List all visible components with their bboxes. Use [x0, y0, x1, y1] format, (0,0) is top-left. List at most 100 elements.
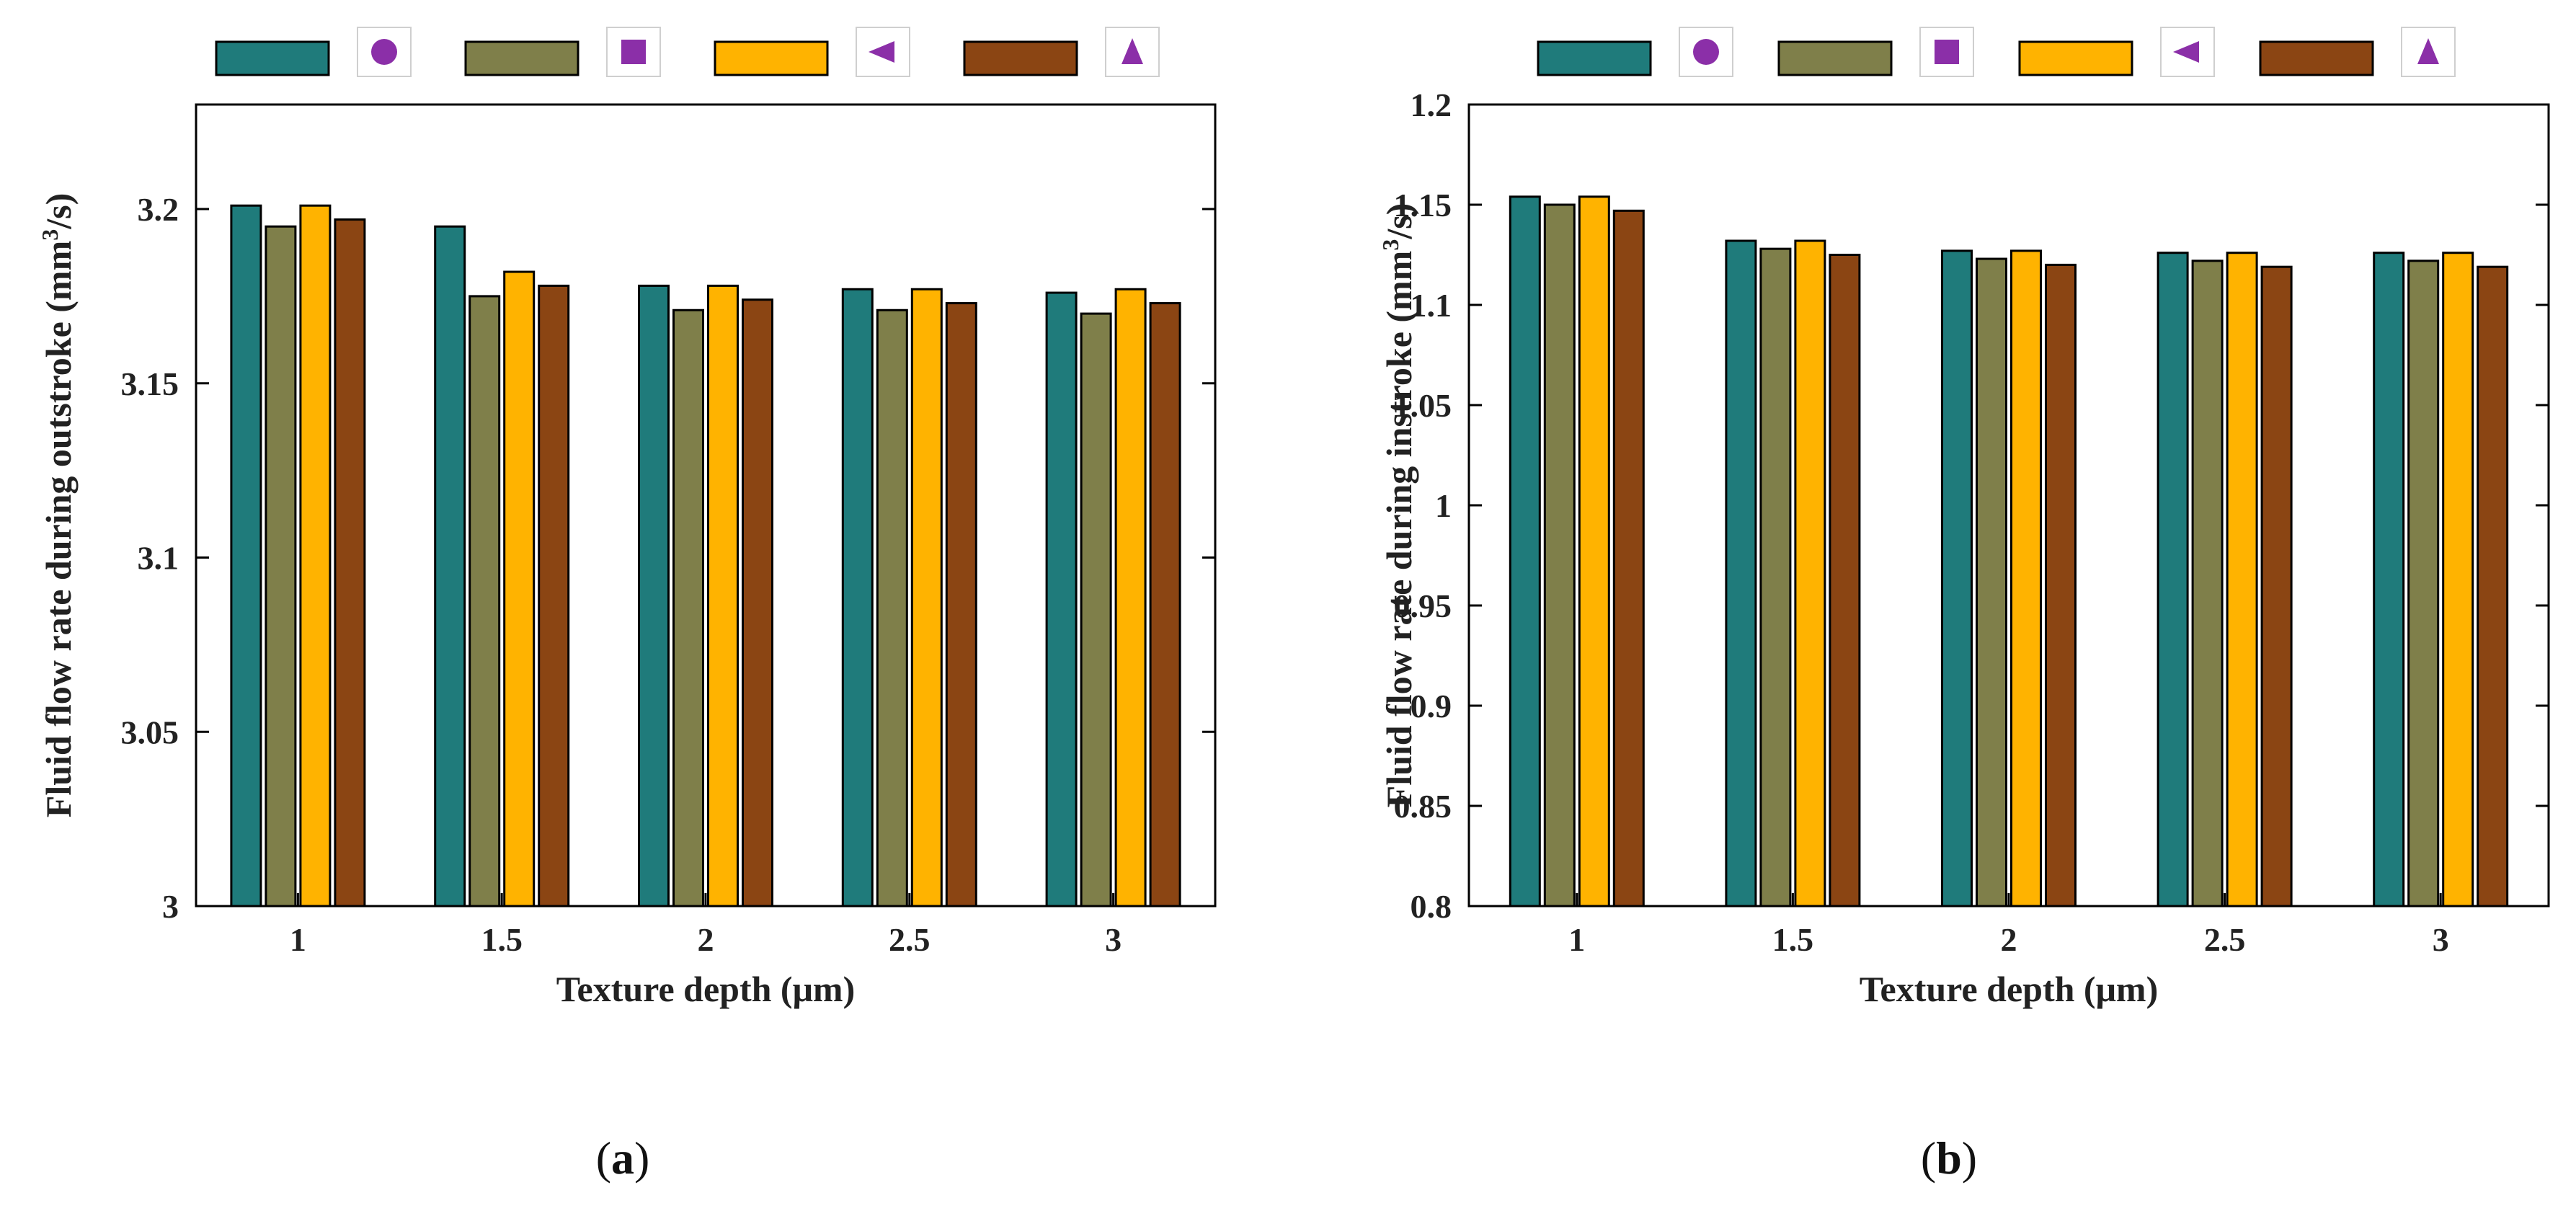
a-bar-s1-c4 [1080, 312, 1112, 908]
b-y-axis-label-tail: /s) [1379, 203, 1419, 240]
a-bar-s1-c0 [265, 225, 297, 908]
b-bar-s0-c2 [1941, 249, 1973, 908]
b-ytick-label-0: 0.8 [1411, 888, 1452, 925]
a-bar-s2-c3 [910, 288, 943, 908]
a-legend-triangle-left-icon-2 [869, 41, 894, 63]
a-bar-s3-c1 [538, 284, 570, 908]
b-bar-s2-c3 [2226, 252, 2258, 908]
b-bar-s1-c2 [1976, 257, 2007, 908]
a-ytick-label-1: 3.05 [121, 714, 179, 750]
a-legend [215, 27, 1160, 77]
b-y-axis-label: Fluid flow rate during instroke (mm3/s) [1377, 203, 1419, 808]
a-bar-s0-c0 [230, 204, 262, 908]
a-y-axis-label-tail: /s) [38, 193, 79, 230]
a-bar-s2-c2 [707, 284, 739, 908]
a-bar-s3-c2 [742, 298, 773, 908]
b-legend-marker-box-1 [1919, 27, 1974, 77]
a-legend-swatch-1 [464, 40, 579, 76]
b-bar-s2-c4 [2442, 252, 2474, 908]
a-bar-s0-c4 [1045, 291, 1078, 908]
a-legend-circle-icon-0 [371, 39, 397, 65]
a-xtick-label-0: 1 [290, 921, 306, 958]
a-bar-s1-c2 [672, 309, 704, 908]
b-ytick-label-8: 1.2 [1411, 86, 1452, 123]
b-bar-s0-c0 [1509, 195, 1541, 908]
a-bar-s3-c0 [334, 218, 366, 908]
b-legend-swatch-3 [2259, 40, 2374, 76]
b-bar-s2-c1 [1794, 239, 1826, 908]
b-xtick-label-2: 2 [2001, 921, 2017, 958]
a-x-axis-label: Texture depth (μm) [556, 969, 855, 1009]
b-bar-s3-c4 [2477, 265, 2509, 908]
chart-a: 3 3.05 3.1 3.15 3.2 1 1.5 2 2.5 3 Texture depth (μ… [37, 27, 1217, 1009]
a-legend-swatch-3 [963, 40, 1078, 76]
a-bar-s1-c1 [468, 295, 501, 908]
a-legend-triangle-up-icon-3 [1122, 38, 1143, 64]
b-bar-s1-c1 [1759, 247, 1792, 908]
a-xtick-label-1: 1.5 [481, 921, 523, 958]
b-legend [1537, 27, 2456, 77]
a-bar-s0-c1 [434, 225, 466, 908]
b-bar-s0-c1 [1725, 239, 1757, 908]
b-legend-swatch-1 [1777, 40, 1893, 76]
b-y-axis-label-sup: 3 [1377, 239, 1403, 251]
b-ytick-label-4: 1 [1435, 487, 1452, 524]
a-y-ticks: 3 3.05 3.1 3.15 3.2 [121, 191, 1215, 925]
b-bars [1509, 195, 2509, 908]
b-y-axis-label-main: Fluid flow rate during instroke (mm [1379, 251, 1419, 808]
a-bar-s2-c1 [503, 270, 536, 908]
b-bar-s2-c0 [1578, 195, 1610, 908]
b-bar-s1-c4 [2407, 259, 2440, 908]
b-legend-circle-icon-0 [1693, 39, 1719, 65]
a-x-ticks: 1 1.5 2 2.5 3 [290, 893, 1122, 958]
b-ytick-label-3: 0.95 [1394, 587, 1452, 624]
a-ytick-label-0: 3 [162, 888, 179, 925]
a-bars [230, 204, 1181, 908]
b-xtick-label-3: 2.5 [2204, 921, 2246, 958]
b-legend-swatch-2 [2018, 40, 2133, 76]
a-ytick-label-3: 3.15 [121, 365, 179, 402]
b-xtick-label-1: 1.5 [1772, 921, 1814, 958]
a-xtick-label-3: 2.5 [889, 921, 931, 958]
caption-b: (b) [1920, 1132, 1978, 1184]
a-xtick-label-4: 3 [1105, 921, 1122, 958]
b-ytick-label-1: 0.85 [1394, 788, 1452, 825]
a-ytick-label-4: 3.2 [138, 191, 179, 228]
a-y-axis-label-sup: 3 [37, 229, 63, 241]
b-bar-s1-c0 [1543, 203, 1576, 908]
b-bar-s3-c2 [2045, 263, 2077, 908]
a-bar-s3-c4 [1149, 302, 1181, 908]
a-bar-s1-c3 [876, 309, 908, 908]
b-bar-s0-c4 [2373, 252, 2405, 908]
b-bar-s2-c2 [2010, 249, 2042, 908]
a-legend-swatch-2 [714, 40, 829, 76]
b-xtick-label-4: 3 [2433, 921, 2449, 958]
b-bar-s0-c3 [2157, 252, 2189, 908]
b-y-ticks: 0.8 0.85 0.9 0.95 1 1.05 1.1 1.15 1.2 [1394, 86, 2549, 925]
b-bar-s1-c3 [2191, 259, 2224, 908]
a-bar-s0-c3 [841, 288, 874, 908]
b-legend-triangle-up-icon-3 [2417, 38, 2439, 64]
caption-b-letter: b [1936, 1132, 1962, 1184]
b-bar-s3-c1 [1829, 254, 1861, 908]
b-x-axis-label: Texture depth (μm) [1860, 969, 2158, 1009]
b-legend-triangle-left-icon-2 [2173, 41, 2199, 63]
b-ytick-label-6: 1.1 [1411, 287, 1452, 324]
b-ytick-label-7: 1.15 [1394, 187, 1452, 223]
a-legend-swatch-0 [215, 40, 330, 76]
b-legend-square-icon-1 [1935, 40, 1959, 64]
chart-b: 0.8 0.85 0.9 0.95 1 1.05 1.1 1.15 1.2 1 1.5 2 2.5 3 Te… [1377, 27, 2550, 1009]
b-legend-swatch-0 [1537, 40, 1652, 76]
caption-a: (a) [595, 1132, 650, 1184]
a-bar-s0-c2 [638, 284, 670, 908]
a-y-axis-label: Fluid flow rate during outstroke (mm3/s) [37, 193, 79, 817]
b-bar-s3-c3 [2260, 265, 2293, 908]
b-ytick-label-2: 0.9 [1411, 688, 1452, 724]
b-bar-s3-c0 [1612, 209, 1645, 908]
b-ytick-label-5: 1.05 [1394, 387, 1452, 424]
a-bar-s3-c3 [945, 302, 977, 908]
a-bar-s2-c4 [1114, 288, 1147, 908]
a-ytick-label-2: 3.1 [138, 540, 179, 577]
a-xtick-label-2: 2 [698, 921, 714, 958]
